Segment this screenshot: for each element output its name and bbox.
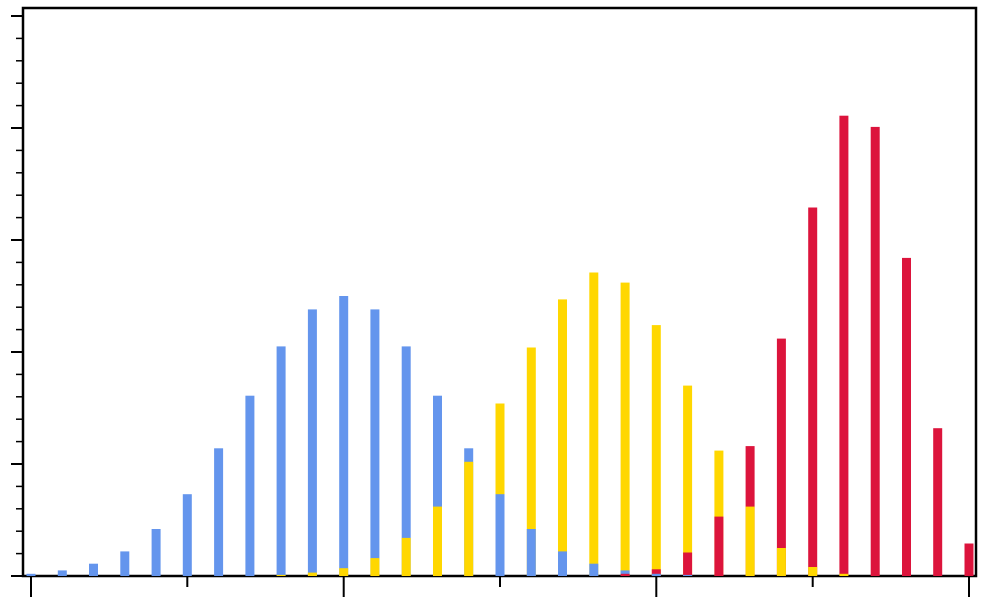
bar-series2-x16 <box>526 347 536 576</box>
bar-series3-x22 <box>714 516 724 576</box>
bar-series2-x15 <box>495 403 505 576</box>
bar-series1-x10 <box>339 296 349 576</box>
bar-series2-x18 <box>589 272 599 576</box>
bar-series1-x5 <box>182 494 192 576</box>
bar-series1-x21 <box>683 574 693 576</box>
bar-series2-x11 <box>370 558 380 576</box>
bar-series1-x4 <box>151 529 161 576</box>
bar-series2-x13 <box>433 506 442 576</box>
bar-series1-x15 <box>495 494 505 576</box>
bar-series2-x19 <box>620 282 630 576</box>
bar-series3-x28 <box>902 257 911 576</box>
bar-series1-x3 <box>120 551 130 576</box>
bar-series2-x17 <box>558 299 567 576</box>
bar-series2-x21 <box>683 385 693 576</box>
bar-series3-x20 <box>651 569 661 576</box>
bar-series1-x2 <box>89 563 98 576</box>
bar-series2-x12 <box>401 537 411 576</box>
bar-series3-x30 <box>964 543 974 576</box>
bar-series2-x26 <box>839 573 849 576</box>
bar-series1-x7 <box>245 395 255 576</box>
bar-series2-x22 <box>714 450 724 576</box>
bar-series1-x1 <box>57 570 67 576</box>
bar-series3-x21 <box>683 552 693 576</box>
bar-series1-x13 <box>433 395 442 576</box>
bar-series1-x20 <box>651 573 661 576</box>
bar-series1-x12 <box>401 346 411 576</box>
bar-series3-x19 <box>620 573 630 576</box>
bar-series1-x11 <box>370 309 380 576</box>
bar-series2-x9 <box>307 572 317 576</box>
bar-series1-x18 <box>589 563 599 576</box>
bar-series1-x16 <box>526 529 536 576</box>
bar-series2-x14 <box>464 461 474 576</box>
bar-series3-x29 <box>933 428 943 576</box>
bar-series3-x27 <box>870 126 880 577</box>
bar-series3-x26 <box>839 115 849 576</box>
bar-series1-x19 <box>620 570 630 576</box>
bar-series1-x0 <box>26 573 36 576</box>
bar-series2-x10 <box>339 568 349 576</box>
bar-series2-x25 <box>808 567 818 576</box>
bar-series1-x9 <box>307 309 317 576</box>
bar-series3-x25 <box>808 207 818 576</box>
bar-series1-x17 <box>558 551 567 576</box>
bar-series1-x6 <box>214 448 224 576</box>
bar-series2-x8 <box>276 574 286 576</box>
bar-series2-x24 <box>776 548 786 576</box>
bar-series2-x20 <box>651 325 661 576</box>
bars-layer <box>26 115 974 577</box>
axis-layer <box>11 15 970 597</box>
bar-series1-x8 <box>276 346 286 576</box>
bar-series2-x23 <box>745 506 755 576</box>
bar-series3-x24 <box>776 338 786 576</box>
